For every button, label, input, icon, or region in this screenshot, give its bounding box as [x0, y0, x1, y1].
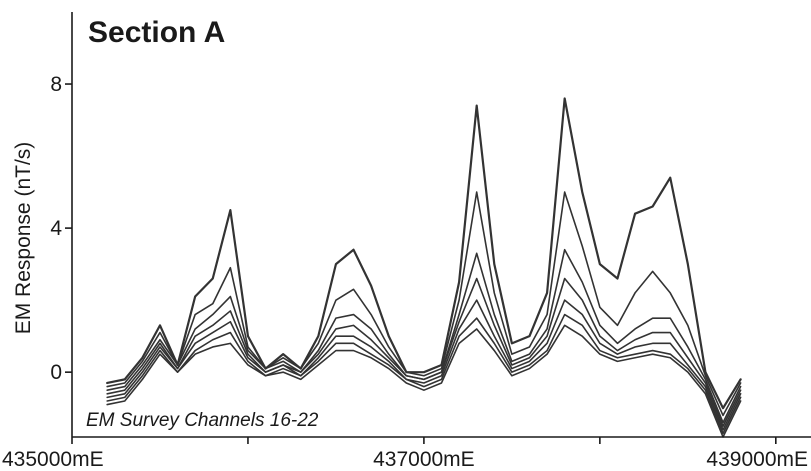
- series-line-2: [106, 191, 742, 417]
- series-line-7: [106, 324, 742, 438]
- y-tick-label: 0: [50, 361, 62, 384]
- channels-annotation: EM Survey Channels 16-22: [86, 410, 319, 431]
- x-tick-label: 437000mE: [373, 448, 475, 471]
- series-line-5: [106, 299, 742, 431]
- y-tick-label: 8: [50, 73, 62, 96]
- chart-title: Section A: [88, 16, 225, 49]
- x-tick-label: 439000mE: [706, 448, 808, 471]
- x-axis-ticks: 435000mE 437000mE 439000mE: [2, 437, 808, 471]
- series-line-1: [106, 97, 742, 410]
- series-line-6: [106, 313, 742, 435]
- y-tick-label: 4: [50, 217, 62, 240]
- series-layer: [106, 97, 742, 438]
- series-line-4: [106, 277, 742, 427]
- y-axis-label: EM Response (nT/s): [12, 142, 35, 335]
- x-tick-label: 435000mE: [2, 448, 104, 471]
- y-axis-ticks: 0 4 8: [50, 73, 72, 384]
